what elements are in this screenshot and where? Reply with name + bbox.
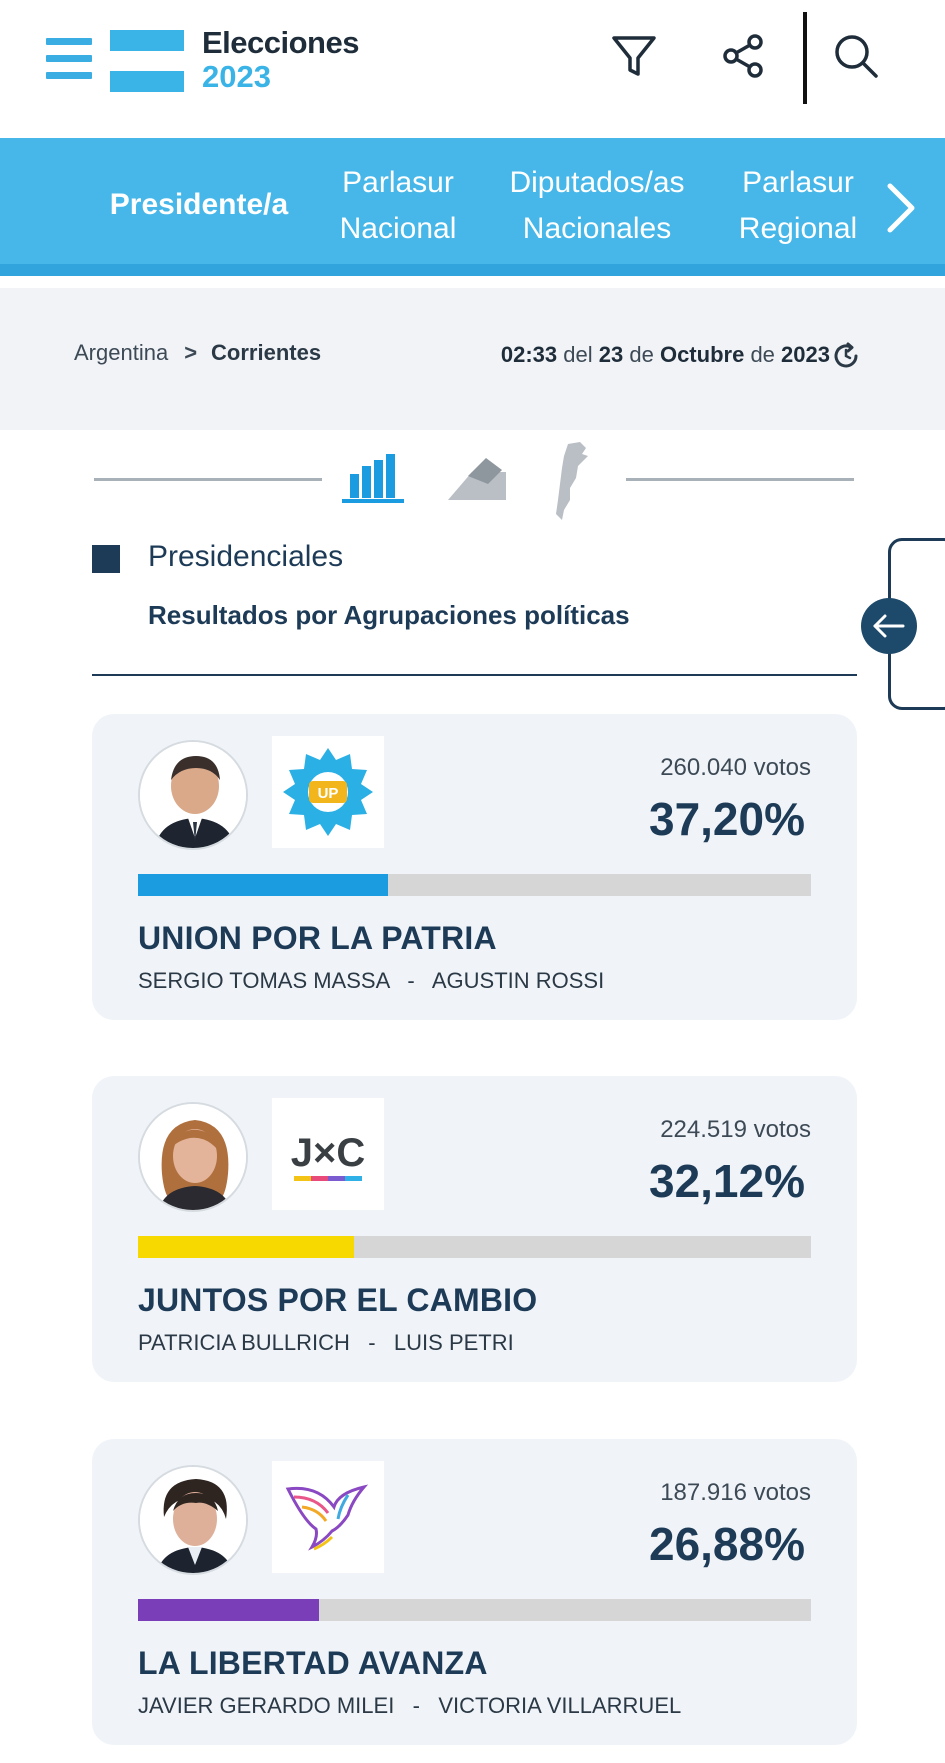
bar-chart-icon[interactable] bbox=[340, 450, 406, 506]
vice-name: VICTORIA VILLARRUEL bbox=[438, 1693, 682, 1718]
app-header: Elecciones 2023 bbox=[0, 0, 945, 138]
tab-label: Diputados/as bbox=[509, 166, 685, 199]
vote-count: 187.916 votos bbox=[660, 1479, 811, 1506]
tab-label: Parlasur bbox=[742, 166, 854, 199]
tab-label: Nacionales bbox=[522, 212, 672, 245]
party-logo-jxc: J×C bbox=[272, 1098, 384, 1210]
timestamp-year: 2023 bbox=[781, 342, 830, 367]
vote-count: 224.519 votos bbox=[660, 1116, 811, 1143]
app-title-line2: 2023 bbox=[202, 59, 271, 94]
party-logo-up: UP bbox=[272, 736, 384, 848]
name-separator: - bbox=[412, 1693, 420, 1718]
update-timestamp: 02:33 del 23 de Octubre de 2023 bbox=[501, 342, 830, 368]
view-switch-line-right bbox=[626, 478, 854, 481]
result-card[interactable]: 187.916 votos 26,88% LA LIBERTAD AVANZA … bbox=[92, 1439, 857, 1745]
president-name: PATRICIA BULLRICH bbox=[138, 1330, 350, 1355]
candidate-avatar bbox=[138, 740, 248, 850]
vote-share-bar bbox=[138, 1236, 811, 1258]
arrow-left-icon[interactable] bbox=[861, 598, 917, 654]
app-title-line1: Elecciones bbox=[202, 25, 359, 60]
breadcrumb-root[interactable]: Argentina bbox=[74, 340, 169, 365]
vice-name: LUIS PETRI bbox=[393, 1330, 514, 1355]
vote-count: 260.040 votos bbox=[660, 754, 811, 781]
share-icon[interactable] bbox=[715, 28, 771, 84]
timestamp-word: de bbox=[750, 342, 775, 367]
section-title: Presidenciales bbox=[148, 540, 344, 573]
breadcrumb-separator: > bbox=[184, 340, 198, 365]
tab-label: Parlasur bbox=[342, 166, 454, 199]
name-separator: - bbox=[407, 968, 415, 993]
timestamp-word: del bbox=[563, 342, 593, 367]
party-logo-lla bbox=[272, 1461, 384, 1573]
category-tabs: Presidente/a Parlasur Nacional Diputados… bbox=[0, 138, 945, 276]
vote-share-fill bbox=[138, 1236, 355, 1258]
app-title[interactable]: Elecciones 2023 bbox=[202, 26, 359, 94]
party-name: UNION POR LA PATRIA bbox=[138, 920, 497, 956]
menu-icon[interactable] bbox=[46, 38, 94, 80]
candidate-avatar bbox=[138, 1102, 248, 1212]
tab-presidente[interactable]: Presidente/a bbox=[100, 182, 298, 228]
breadcrumb-current: Corrientes bbox=[211, 340, 322, 365]
vote-share-fill bbox=[138, 874, 389, 896]
timestamp-day: 23 bbox=[598, 342, 624, 367]
vote-percent: 32,12% bbox=[648, 1155, 805, 1207]
vote-share-bar bbox=[138, 1599, 811, 1621]
view-switch-line-left bbox=[94, 478, 322, 481]
refresh-icon[interactable] bbox=[831, 341, 861, 371]
party-name: JUNTOS POR EL CAMBIO bbox=[138, 1282, 538, 1318]
result-card[interactable]: UP 260.040 votos 37,20% UNION POR LA PAT… bbox=[92, 714, 857, 1020]
vote-share-bar bbox=[138, 874, 811, 896]
name-separator: - bbox=[368, 1330, 376, 1355]
party-logo-text: J×C bbox=[291, 1131, 366, 1175]
section-marker bbox=[92, 545, 120, 573]
tabs-bottom-stripe bbox=[0, 264, 945, 276]
tab-parlasur-regional[interactable]: Parlasur Regional bbox=[726, 160, 870, 252]
vote-share-fill bbox=[138, 1599, 319, 1621]
section-divider bbox=[92, 674, 857, 676]
president-name: JAVIER GERARDO MILEI bbox=[138, 1693, 395, 1718]
section-subtitle: Resultados por Agrupaciones políticas bbox=[148, 600, 630, 630]
search-icon[interactable] bbox=[828, 28, 884, 84]
chevron-right-icon[interactable] bbox=[880, 178, 920, 238]
vote-percent: 37,20% bbox=[648, 793, 805, 845]
candidate-names: PATRICIA BULLRICH - LUIS PETRI bbox=[138, 1330, 514, 1356]
timestamp-month: Octubre bbox=[659, 342, 745, 367]
tab-parlasur-nacional[interactable]: Parlasur Nacional bbox=[326, 160, 470, 252]
party-name: LA LIBERTAD AVANZA bbox=[138, 1645, 488, 1681]
vice-name: AGUSTIN ROSSI bbox=[431, 968, 605, 993]
party-logo-text: UP bbox=[318, 785, 339, 802]
result-card[interactable]: J×C 224.519 votos 32,12% JUNTOS POR EL C… bbox=[92, 1076, 857, 1382]
vote-percent: 26,88% bbox=[648, 1518, 805, 1570]
tab-label: Nacional bbox=[339, 212, 457, 245]
candidate-avatar bbox=[138, 1465, 248, 1575]
tab-label: Presidente/a bbox=[109, 188, 289, 221]
filter-icon[interactable] bbox=[606, 28, 662, 84]
breadcrumb: Argentina > Corrientes bbox=[74, 340, 321, 366]
timestamp-word: de bbox=[629, 342, 654, 367]
tab-diputados[interactable]: Diputados/as Nacionales bbox=[494, 160, 700, 252]
ballot-box-icon[interactable] bbox=[442, 454, 512, 504]
map-icon[interactable] bbox=[548, 440, 598, 522]
candidate-names: JAVIER GERARDO MILEI - VICTORIA VILLARRU… bbox=[138, 1693, 681, 1719]
argentina-flag-logo bbox=[110, 30, 184, 92]
candidate-names: SERGIO TOMAS MASSA - AGUSTIN ROSSI bbox=[138, 968, 604, 994]
timestamp-time: 02:33 bbox=[500, 342, 558, 367]
breadcrumb-bar: Argentina > Corrientes 02:33 del 23 de Oct… bbox=[0, 288, 945, 430]
header-divider bbox=[803, 12, 807, 104]
president-name: SERGIO TOMAS MASSA bbox=[138, 968, 390, 993]
tab-label: Regional bbox=[738, 212, 858, 245]
